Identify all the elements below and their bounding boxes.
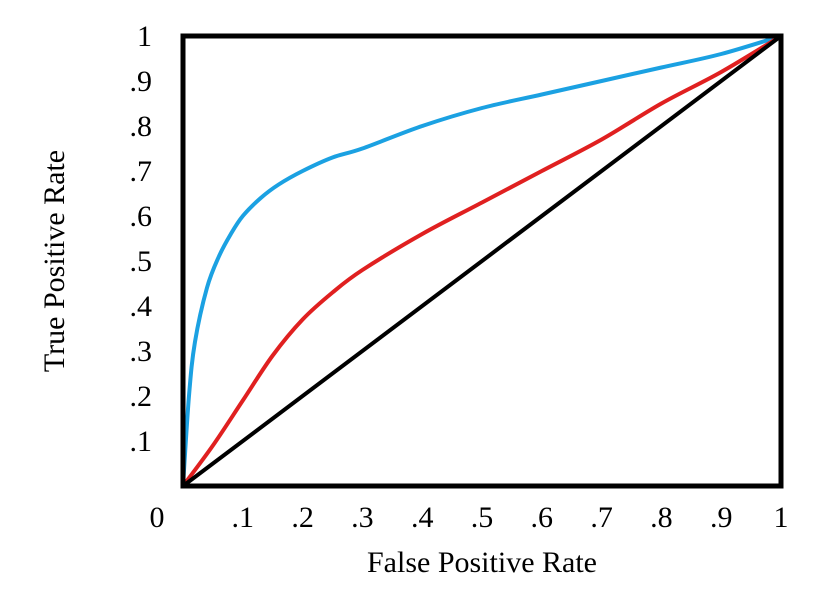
y-tick-label: .6 <box>130 200 153 233</box>
red-roc-curve <box>181 34 783 488</box>
x-tick-label: .1 <box>232 501 255 534</box>
y-axis-title: True Positive Rate <box>38 150 71 372</box>
x-tick-label: .6 <box>531 501 554 534</box>
x-tick-labels: .1 .2 .3 .4 .5 .6 .7 .8 .9 1 <box>232 501 789 534</box>
x-tick-label: .9 <box>710 501 733 534</box>
x-tick-label: .2 <box>291 501 314 534</box>
y-tick-label: .8 <box>130 110 153 143</box>
x-tick-label: .5 <box>471 501 494 534</box>
y-tick-labels: .1 .2 .3 .4 .5 .6 .7 .8 .9 1 <box>130 20 153 458</box>
x-tick-label: .7 <box>590 501 613 534</box>
y-tick-label: .4 <box>130 290 153 323</box>
x-tick-label: .4 <box>411 501 434 534</box>
x-tick-label: 1 <box>774 501 789 534</box>
y-tick-label: .7 <box>130 155 153 188</box>
plot-frame <box>180 33 784 489</box>
y-tick-label: .9 <box>130 65 153 98</box>
y-tick-label: .5 <box>130 245 153 278</box>
origin-tick-label: 0 <box>150 501 165 534</box>
blue-roc-curve <box>181 34 783 488</box>
x-tick-label: .8 <box>650 501 673 534</box>
y-tick-label: .3 <box>130 335 153 368</box>
y-tick-label: .1 <box>130 425 153 458</box>
y-tick-label: .2 <box>130 380 153 413</box>
series-layer <box>181 34 783 488</box>
diagonal-reference-line <box>181 34 783 488</box>
y-tick-label: 1 <box>137 20 152 53</box>
x-tick-label: .3 <box>351 501 374 534</box>
x-axis-title: False Positive Rate <box>367 546 597 579</box>
